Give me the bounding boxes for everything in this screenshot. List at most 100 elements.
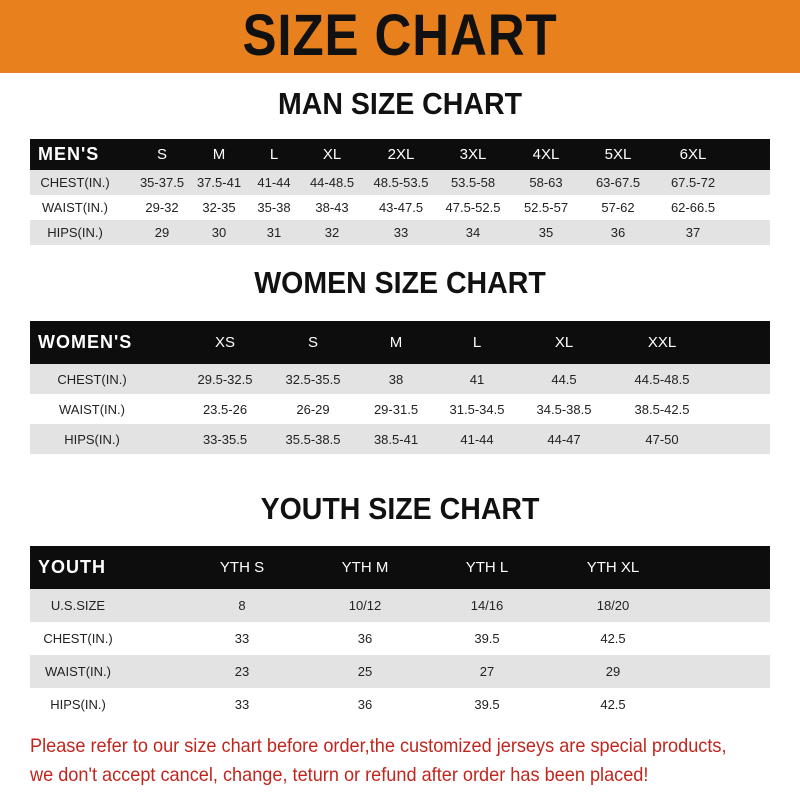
table-cell: 33 — [234, 631, 250, 646]
table-cell: 42.5 — [600, 696, 626, 712]
size-header-cell: XL — [554, 334, 574, 351]
table-cell: 25 — [357, 664, 373, 679]
size-header-cell: XS — [214, 334, 235, 351]
table-cell: 36 — [357, 696, 373, 712]
row-label: WAIST(IN.) — [42, 200, 108, 215]
table-cell: 47.5-52.5 — [445, 200, 501, 215]
table-cell: 36 — [610, 225, 626, 240]
youth-header-row: YOUTH YTH S YTH M YTH L YTH XL — [30, 546, 770, 589]
women-size-table: WOMEN'S XS S M L XL XXL CHEST(IN.) 29.5-32.5 32.5… — [30, 321, 770, 454]
table-cell: 38.5-41 — [373, 431, 419, 447]
size-header-cell: YTH S — [219, 559, 265, 576]
table-row: HIPS(IN.) 33-35.5 35.5-38.5 38.5-41 41-44 44-… — [30, 424, 770, 454]
table-row: U.S.SIZE 8 10/12 14/16 18/20 — [30, 589, 770, 622]
table-cell: 33-35.5 — [202, 431, 248, 447]
table-cell: 57-62 — [601, 200, 635, 215]
table-cell: 37 — [685, 225, 701, 240]
row-label: WAIST(IN.) — [45, 664, 111, 679]
row-label: WAIST(IN.) — [59, 401, 125, 417]
table-cell: 29-31.5 — [373, 401, 419, 417]
table-cell: 37.5-41 — [196, 175, 242, 190]
table-cell: 34.5-38.5 — [536, 401, 592, 417]
table-cell: 35.5-38.5 — [285, 431, 341, 447]
size-header-cell: YTH M — [341, 559, 389, 576]
table-cell: 41 — [469, 371, 485, 387]
table-cell: 44.5 — [551, 371, 577, 387]
size-header-cell: XXL — [647, 334, 677, 351]
table-cell: 38-43 — [315, 200, 349, 215]
table-row: CHEST(IN.) 35-37.5 37.5-41 41-44 44-48.5 48.5… — [30, 170, 770, 195]
size-header-cell: L — [472, 334, 482, 351]
table-cell: 32-35 — [202, 200, 236, 215]
table-cell: 34 — [465, 225, 481, 240]
table-cell: 48.5-53.5 — [373, 175, 429, 190]
table-row: CHEST(IN.) 29.5-32.5 32.5-35.5 38 41 44.5 44.5… — [30, 364, 770, 394]
men-section-title: MAN SIZE CHART — [277, 86, 523, 121]
table-cell: 39.5 — [474, 696, 500, 712]
table-cell: 33 — [393, 225, 409, 240]
table-cell: 36 — [357, 631, 373, 646]
table-cell: 31.5-34.5 — [449, 401, 505, 417]
row-label: HIPS(IN.) — [50, 696, 106, 712]
table-cell: 32.5-35.5 — [285, 371, 341, 387]
table-cell: 10/12 — [348, 598, 382, 613]
youth-section-title: YOUTH SIZE CHART — [260, 491, 540, 526]
size-header-cell: YTH L — [465, 559, 509, 576]
table-cell: 18/20 — [596, 598, 630, 613]
size-header-cell: YTH XL — [586, 559, 640, 576]
table-cell: 33 — [234, 696, 250, 712]
table-cell: 14/16 — [470, 598, 504, 613]
row-label: CHEST(IN.) — [57, 371, 127, 387]
table-cell: 32 — [324, 225, 340, 240]
men-header-row: MEN'S S M L XL 2XL 3XL 4XL 5XL 6XL — [30, 139, 770, 170]
table-cell: 29-32 — [145, 200, 179, 215]
table-cell: 35 — [538, 225, 554, 240]
table-cell: 38 — [388, 371, 404, 387]
table-cell: 39.5 — [474, 631, 500, 646]
youth-size-table: YOUTH YTH S YTH M YTH L YTH XL U.S.SIZE 8 10/12… — [30, 546, 770, 720]
table-row: HIPS(IN.) 33 36 39.5 42.5 — [30, 688, 770, 720]
table-title-cell: MEN'S — [38, 144, 100, 164]
table-cell: 62-66.5 — [670, 200, 716, 215]
page-title: SIZE CHART — [242, 3, 558, 68]
table-cell: 29.5-32.5 — [197, 371, 253, 387]
table-cell: 30 — [211, 225, 227, 240]
table-cell: 23 — [234, 664, 250, 679]
table-cell: 29 — [605, 664, 621, 679]
size-header-cell: XL — [322, 146, 342, 163]
table-cell: 38.5-42.5 — [634, 401, 690, 417]
row-label: HIPS(IN.) — [64, 431, 120, 447]
table-cell: 67.5-72 — [670, 175, 716, 190]
size-header-cell: M — [389, 334, 403, 351]
notice-line-2: we don't accept cancel, change, teturn o… — [30, 764, 649, 786]
table-cell: 35-37.5 — [139, 175, 185, 190]
table-row: WAIST(IN.) 23.5-26 26-29 29-31.5 31.5-34.5 34… — [30, 394, 770, 424]
table-row: WAIST(IN.) 29-32 32-35 35-38 38-43 43-47.5 47.… — [30, 195, 770, 220]
table-cell: 44-47 — [547, 431, 581, 447]
size-header-cell: 5XL — [604, 146, 632, 163]
size-header-cell: M — [212, 146, 226, 163]
table-cell: 53.5-58 — [450, 175, 496, 190]
table-cell: 23.5-26 — [202, 401, 248, 417]
table-cell: 35-38 — [257, 200, 291, 215]
table-title-cell: YOUTH — [38, 557, 106, 577]
size-header-cell: L — [269, 146, 279, 163]
table-cell: 58-63 — [529, 175, 563, 190]
size-header-cell: 6XL — [679, 146, 707, 163]
size-header-cell: 3XL — [459, 146, 487, 163]
women-section-title: WOMEN SIZE CHART — [254, 265, 546, 300]
table-row: WAIST(IN.) 23 25 27 29 — [30, 655, 770, 688]
table-title-cell: WOMEN'S — [38, 332, 133, 352]
size-header-cell: S — [307, 334, 318, 351]
table-cell: 31 — [266, 225, 282, 240]
table-cell: 41-44 — [257, 175, 291, 190]
table-cell: 47-50 — [645, 431, 679, 447]
table-cell: 52.5-57 — [523, 200, 569, 215]
men-size-table: MEN'S S M L XL 2XL 3XL 4XL 5XL 6XL CHEST(IN.) 35-37… — [30, 139, 770, 245]
table-cell: 42.5 — [600, 631, 626, 646]
row-label: U.S.SIZE — [50, 598, 106, 613]
women-header-row: WOMEN'S XS S M L XL XXL — [30, 321, 770, 364]
table-cell: 27 — [479, 664, 495, 679]
table-cell: 63-67.5 — [595, 175, 641, 190]
